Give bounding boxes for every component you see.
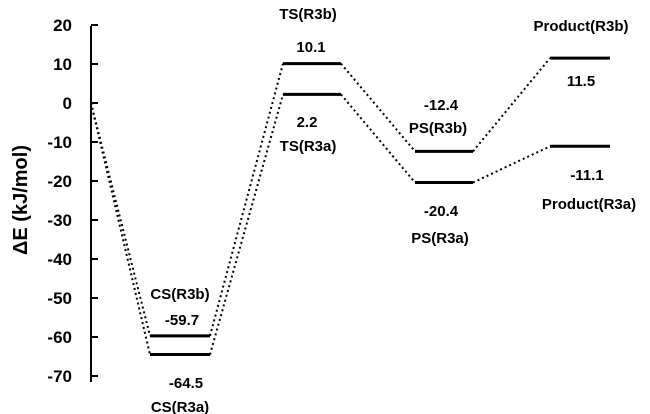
state-label: Product(R3b) xyxy=(534,18,629,35)
connector-R3b xyxy=(90,57,551,337)
state-label: PS(R3a) xyxy=(411,230,469,247)
value-label: -64.5 xyxy=(169,375,203,392)
axes: 20 10 0 -10 -20 -30 -40 -50 -60 -70 ΔE (kJ/mol) xyxy=(10,16,98,386)
y-tick-label: 0 xyxy=(63,94,72,113)
value-label: -20.4 xyxy=(424,203,459,220)
y-tick-label: 10 xyxy=(53,55,72,74)
state-label: PS(R3b) xyxy=(409,120,467,137)
state-label: CS(R3b) xyxy=(150,286,209,303)
y-tick-label: -60 xyxy=(47,328,72,347)
state-label: CS(R3a) xyxy=(151,399,209,414)
y-tick-label: 20 xyxy=(53,16,72,35)
y-tick-label: -30 xyxy=(47,211,72,230)
y-tick-label: -70 xyxy=(47,367,72,386)
value-label: -12.4 xyxy=(424,97,459,114)
connector-R3a xyxy=(90,93,551,355)
value-label: 11.5 xyxy=(567,73,595,90)
y-tick-label: -50 xyxy=(47,289,72,308)
connectors xyxy=(90,57,551,355)
labels: CS(R3b) -59.7 TS(R3b) 10.1 PS(R3b) -12.4 Produ… xyxy=(150,6,636,414)
value-label: -59.7 xyxy=(165,312,199,329)
y-tick-label: -10 xyxy=(47,133,72,152)
value-label: -11.1 xyxy=(570,167,603,184)
y-ticks: 20 10 0 -10 -20 -30 -40 -50 -60 -70 xyxy=(47,16,98,386)
value-label: 10.1 xyxy=(296,39,325,56)
state-label: Product(R3a) xyxy=(542,196,636,213)
state-label: TS(R3a) xyxy=(280,138,337,155)
state-label: TS(R3b) xyxy=(279,6,337,23)
energy-levels xyxy=(150,56,610,357)
y-axis-title: ΔE (kJ/mol) xyxy=(10,145,32,255)
value-label: 2.2 xyxy=(297,114,318,131)
y-tick-label: -40 xyxy=(47,250,72,269)
y-tick-label: -20 xyxy=(47,172,72,191)
